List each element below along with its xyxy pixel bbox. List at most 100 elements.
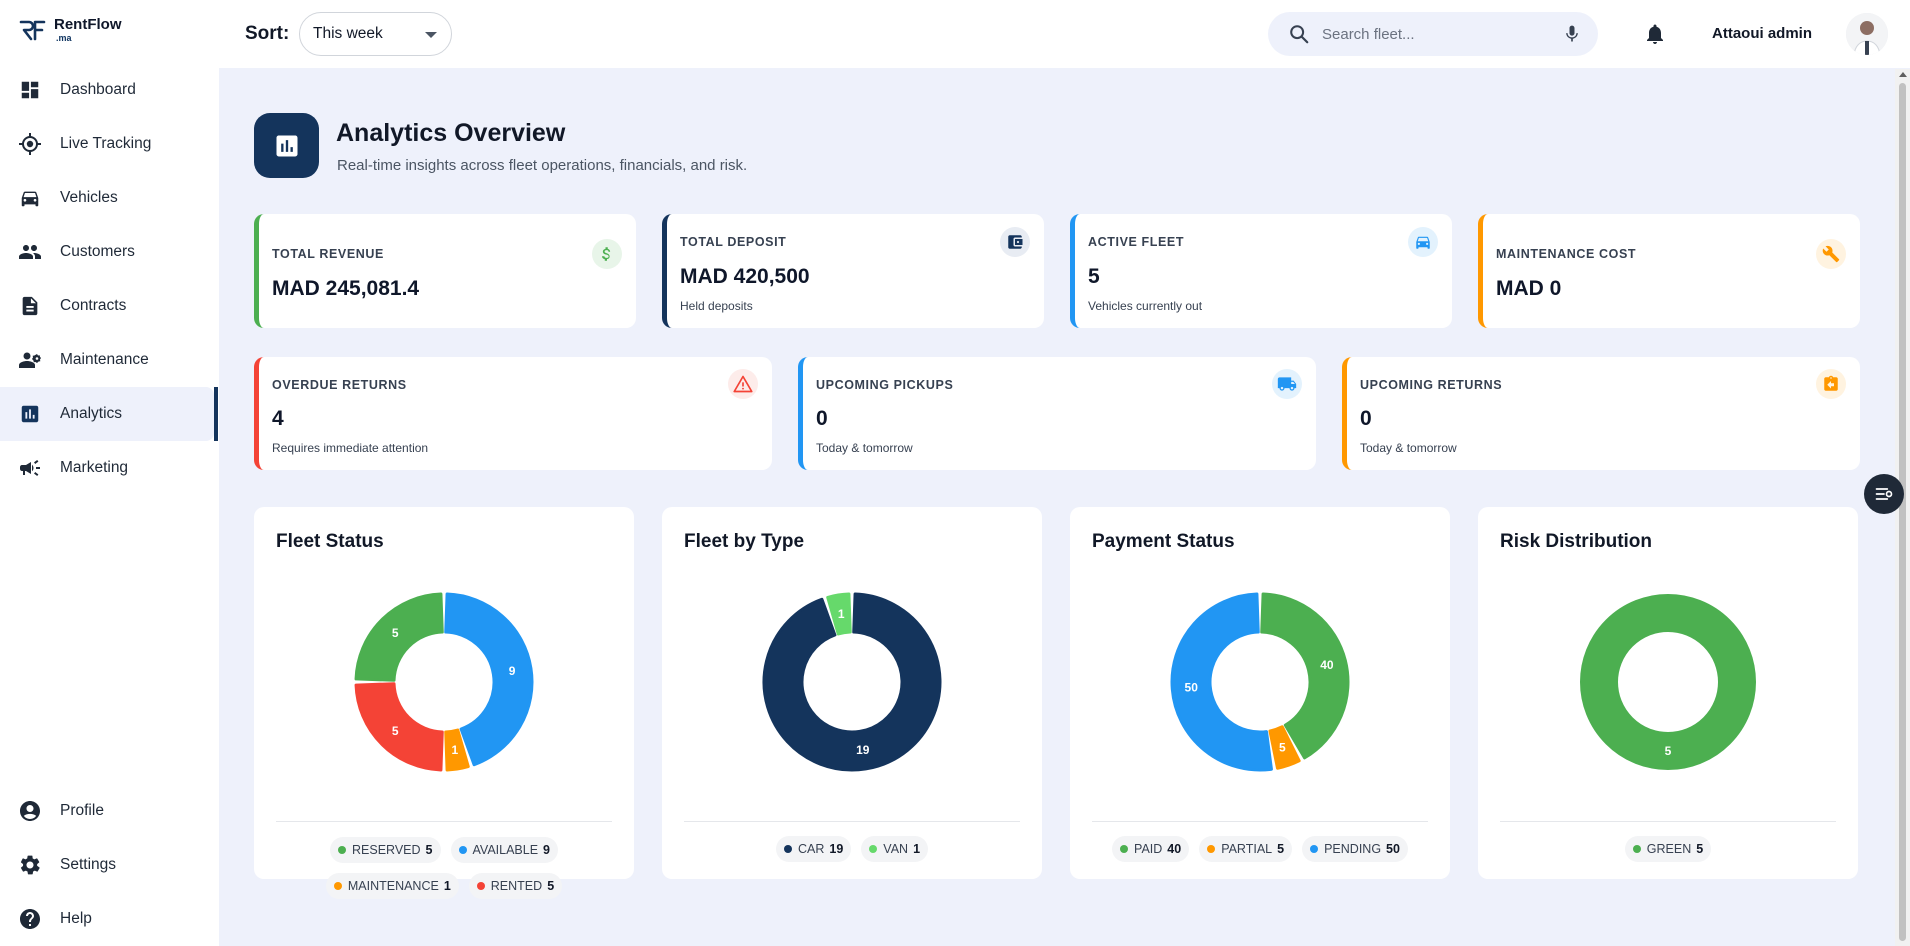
legend-count: 5 — [547, 879, 555, 893]
user-name[interactable]: Attaoui admin — [1712, 25, 1812, 42]
filter-list-icon — [1875, 488, 1893, 500]
sort-dropdown[interactable]: This week — [299, 12, 452, 56]
search-bar — [1268, 12, 1598, 56]
sidebar-nav: Dashboard Live Tracking Vehicles Custome… — [0, 63, 219, 495]
kpi-card-upcoming-returns: UPCOMING RETURNS 0 Today & tomorrow — [1342, 357, 1860, 470]
kpi-value: MAD 245,081.4 — [272, 277, 420, 300]
sidebar-item-live-tracking[interactable]: Live Tracking — [0, 117, 219, 171]
floating-filter-button[interactable] — [1864, 474, 1904, 514]
kpi-value: 5 — [1088, 265, 1100, 288]
legend-chip-green[interactable]: GREEN 5 — [1624, 836, 1712, 862]
donut-slice-available[interactable] — [444, 592, 534, 767]
fleet-status-donut-chart: 9 1 5 5 — [354, 592, 534, 772]
donut-slice-maintenance[interactable] — [444, 728, 470, 772]
chart-card-fleet-by-type: Fleet by Type 19 1 CAR 19 VAN 1 — [662, 507, 1042, 879]
car-icon — [1408, 227, 1438, 257]
chart-title: Payment Status — [1092, 531, 1235, 552]
user-avatar-icon — [1846, 13, 1888, 55]
donut-data-label: 5 — [1279, 740, 1286, 754]
chart-legend: CAR 19 VAN 1 — [672, 836, 1032, 862]
chart-card-risk-distribution: Risk Distribution 5 GREEN 5 — [1478, 507, 1858, 879]
legend-label: MAINTENANCE — [347, 879, 439, 893]
kpi-label: UPCOMING RETURNS — [1360, 378, 1503, 392]
legend-chip-van[interactable]: VAN 1 — [861, 836, 929, 862]
legend-chip-maintenance[interactable]: MAINTENANCE 1 — [325, 873, 459, 899]
chart-divider — [684, 821, 1020, 822]
kpi-note: Today & tomorrow — [816, 441, 913, 455]
legend-chip-pending[interactable]: PENDING 50 — [1302, 836, 1408, 862]
legend-chip-paid[interactable]: PAID 40 — [1112, 836, 1190, 862]
legend-count: 19 — [829, 842, 844, 856]
page-title: Analytics Overview — [336, 119, 566, 147]
kpi-value: MAD 420,500 — [680, 265, 810, 288]
donut-slice-pending[interactable] — [1170, 592, 1273, 772]
sidebar-item-settings[interactable]: Settings — [0, 838, 219, 892]
chart-legend: PAID 40 PARTIAL 5 PENDING 50 — [1080, 836, 1440, 862]
sidebar-item-help[interactable]: Help — [0, 892, 219, 946]
account-circle-icon — [18, 799, 42, 823]
app-name: RentFlow — [54, 16, 122, 33]
sidebar-item-label: Dashboard — [60, 81, 136, 98]
kpi-label: TOTAL REVENUE — [272, 247, 384, 261]
scroll-thumb[interactable] — [1899, 83, 1906, 941]
topbar: Sort: This week Attaoui admin — [219, 0, 1910, 68]
analytics-hero-icon — [254, 113, 319, 178]
search-input[interactable] — [1322, 22, 1542, 46]
legend-chip-available[interactable]: AVAILABLE 9 — [450, 837, 558, 863]
legend-chip-car[interactable]: CAR 19 — [775, 836, 852, 862]
help-icon — [18, 907, 42, 931]
avatar[interactable] — [1846, 13, 1888, 55]
sidebar-item-label: Profile — [60, 802, 104, 819]
sidebar-item-analytics[interactable]: Analytics — [0, 387, 218, 441]
document-icon — [18, 294, 42, 318]
legend-count: 40 — [1167, 842, 1182, 856]
chart-legend: GREEN 5 — [1488, 836, 1848, 862]
page-scrollbar[interactable] — [1895, 69, 1910, 946]
kpi-card-overdue-returns: OVERDUE RETURNS 4 Requires immediate att… — [254, 357, 772, 470]
donut-data-label: 9 — [509, 664, 516, 678]
sidebar-item-marketing[interactable]: Marketing — [0, 441, 219, 495]
chart-title: Risk Distribution — [1500, 531, 1653, 552]
donut-slice-reserved[interactable] — [354, 592, 444, 682]
donut-data-label: 1 — [838, 607, 845, 621]
kpi-note: Held deposits — [680, 299, 753, 313]
legend-count: 1 — [443, 879, 451, 893]
donut-slice-rented[interactable] — [354, 682, 444, 772]
fleet-by-type-donut-chart: 19 1 — [762, 592, 942, 772]
sidebar-item-vehicles[interactable]: Vehicles — [0, 171, 219, 225]
sidebar-item-customers[interactable]: Customers — [0, 225, 219, 279]
kpi-card-active-fleet: ACTIVE FLEET 5 Vehicles currently out — [1070, 214, 1452, 328]
legend-chip-reserved[interactable]: RESERVED 5 — [330, 837, 441, 863]
donut-slice-partial[interactable] — [1268, 725, 1301, 770]
engineer-icon — [18, 348, 42, 372]
legend-chip-rented[interactable]: RENTED 5 — [468, 873, 563, 899]
donut-slice-van[interactable] — [826, 592, 852, 636]
legend-dot — [869, 845, 878, 853]
legend-count: 50 — [1386, 842, 1400, 856]
sidebar-item-maintenance[interactable]: Maintenance — [0, 333, 219, 387]
sidebar-item-dashboard[interactable]: Dashboard — [0, 63, 219, 117]
scroll-up-arrow-icon[interactable] — [1899, 72, 1907, 77]
donut-slice-car[interactable] — [762, 592, 942, 772]
donut-slice-green[interactable] — [1580, 594, 1756, 770]
donut-slice-paid[interactable] — [1260, 592, 1350, 760]
kpi-note: Vehicles currently out — [1088, 299, 1203, 313]
legend-count: 1 — [913, 842, 921, 856]
app-suffix: .ma — [56, 33, 72, 43]
notification-bell-icon[interactable] — [1643, 21, 1667, 47]
chart-card-fleet-status: Fleet Status 9 1 5 5 RESERVED 5 AVAILABLE 9 M… — [254, 507, 634, 899]
legend-chip-partial[interactable]: PARTIAL 5 — [1199, 836, 1293, 862]
legend-label: VAN — [883, 842, 909, 856]
sidebar-item-contracts[interactable]: Contracts — [0, 279, 219, 333]
microphone-icon[interactable] — [1562, 23, 1582, 45]
chart-card-payment-status: Payment Status 40 5 50 PAID 40 PARTIAL 5 PEN… — [1070, 507, 1450, 879]
legend-dot — [1207, 845, 1216, 853]
donut-data-label: 5 — [1665, 744, 1672, 758]
sidebar-item-profile[interactable]: Profile — [0, 784, 219, 838]
app-logo[interactable]: RentFlow .ma — [18, 16, 122, 44]
donut-data-label: 5 — [392, 724, 399, 738]
legend-label: PENDING — [1324, 842, 1382, 856]
sidebar-item-label: Contracts — [60, 297, 127, 314]
legend-dot — [476, 882, 485, 890]
sidebar-item-label: Vehicles — [60, 189, 118, 206]
